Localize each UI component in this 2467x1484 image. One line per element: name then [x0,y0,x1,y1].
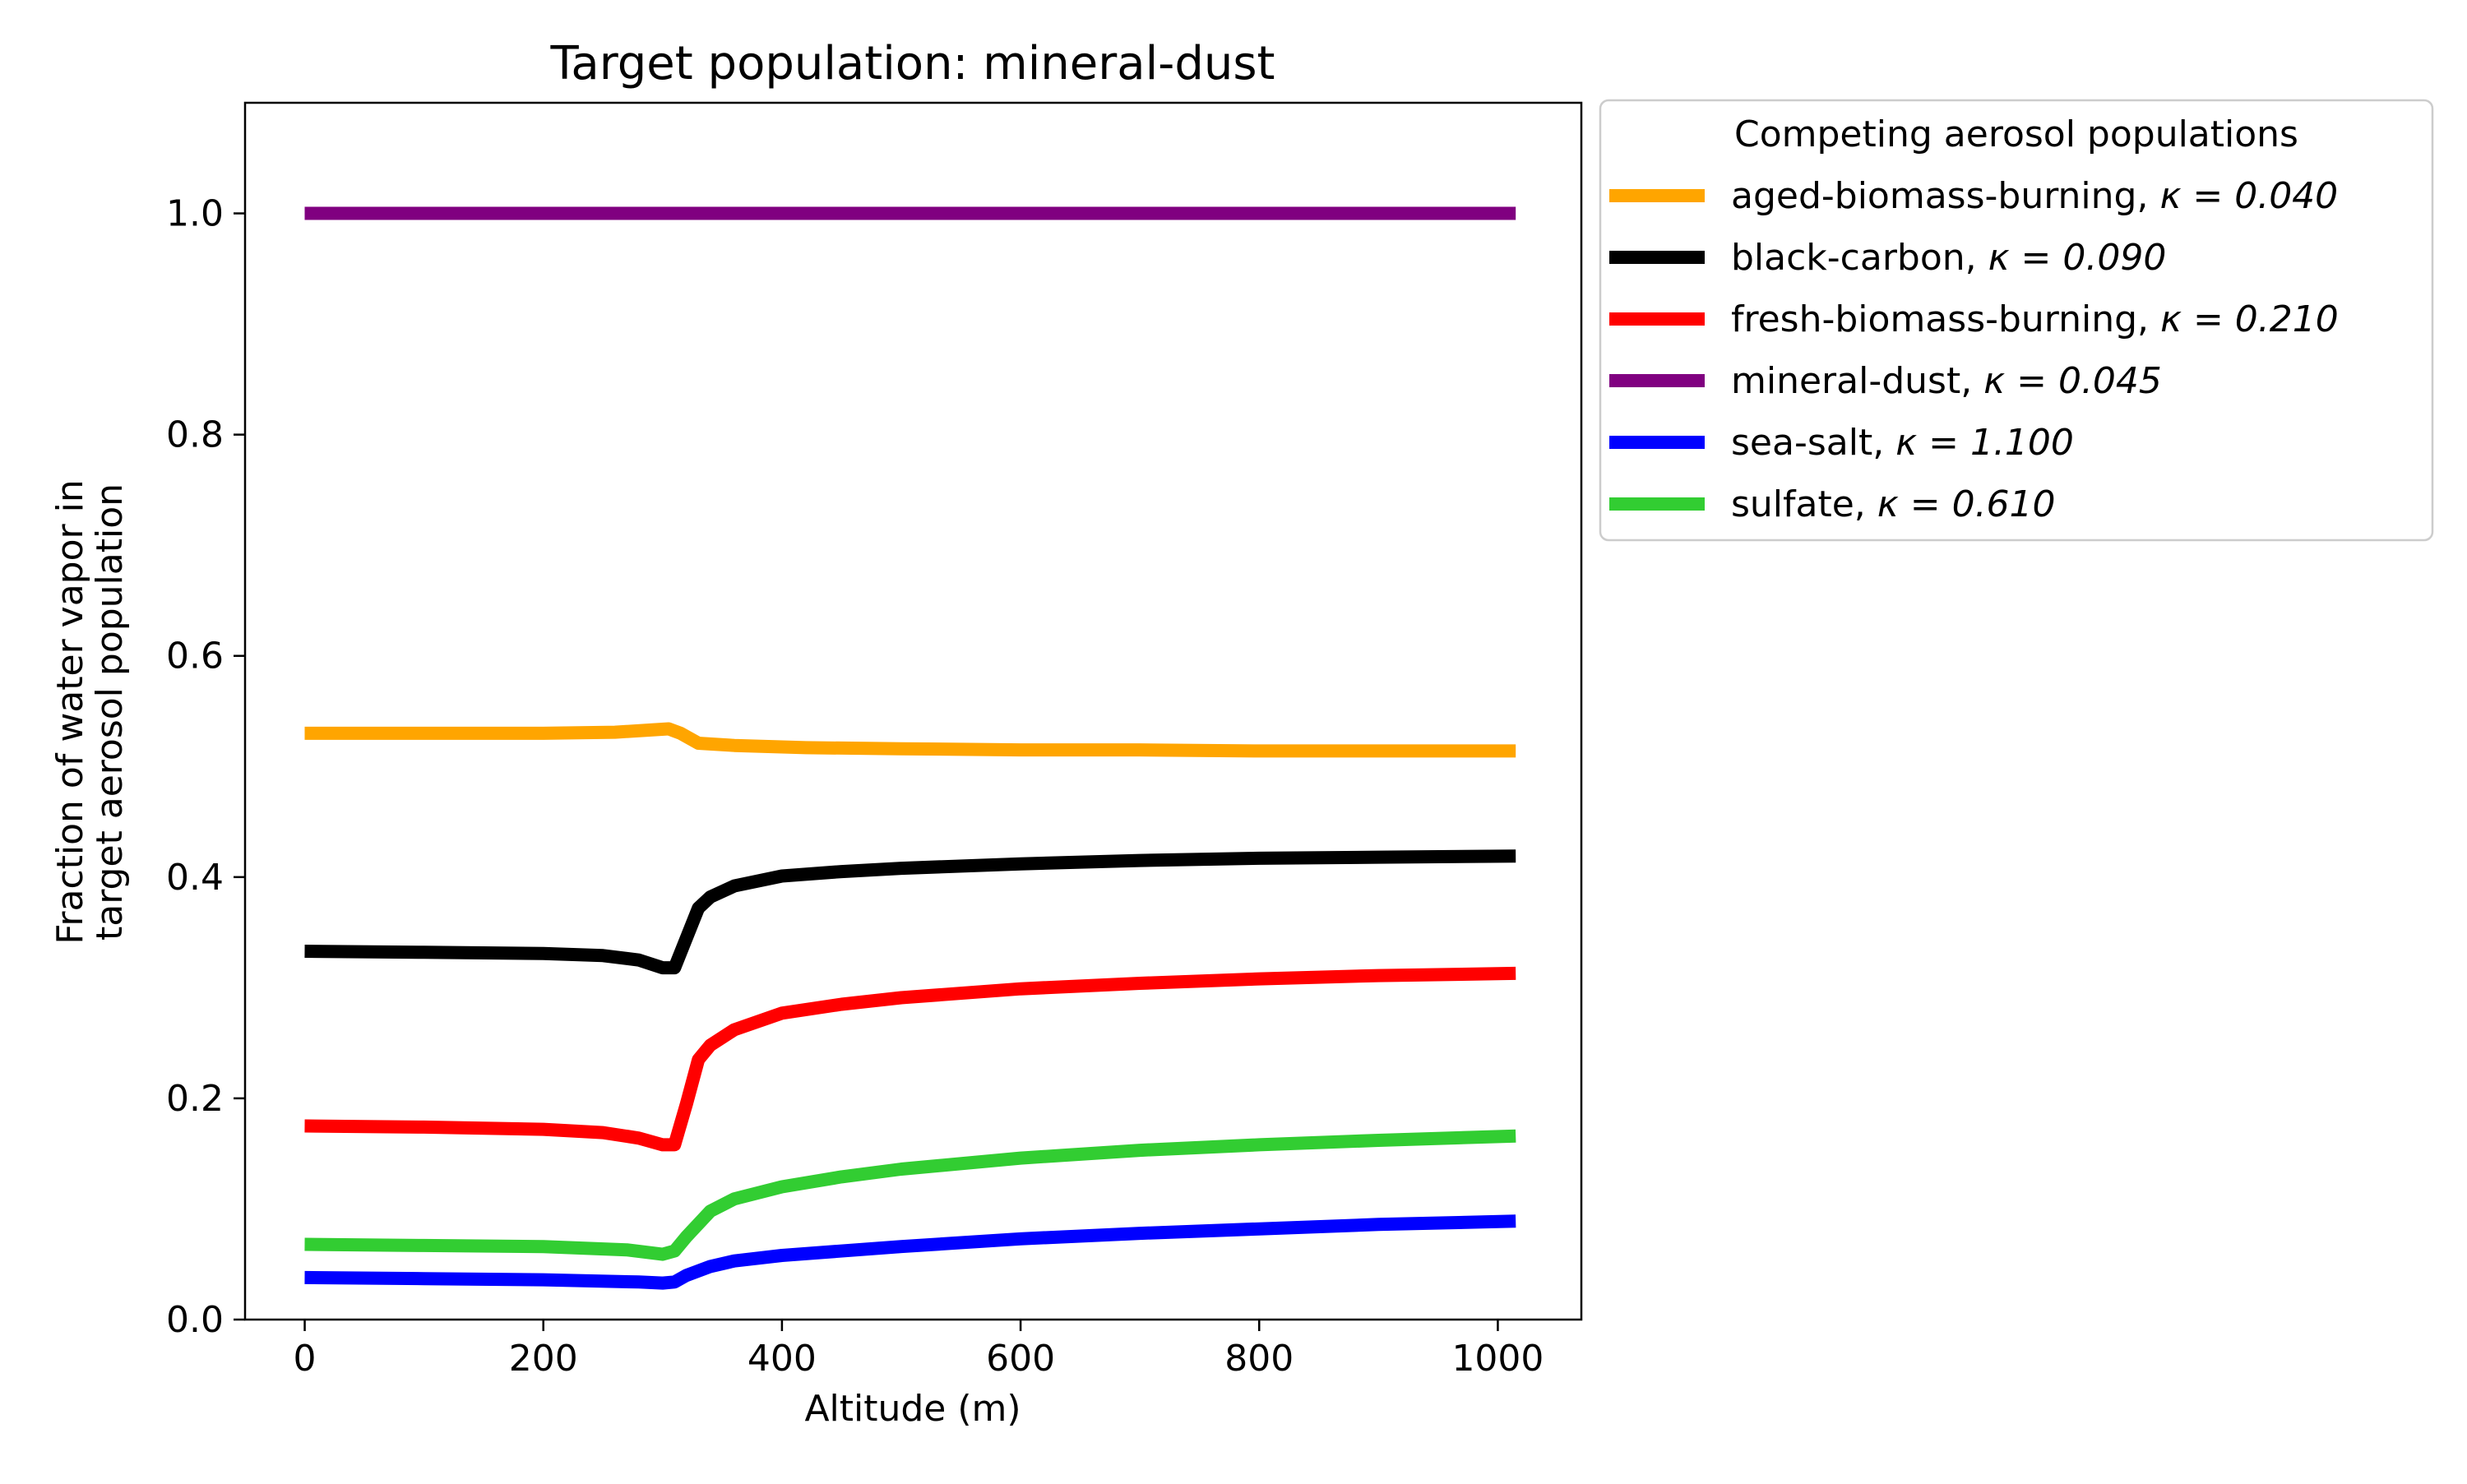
y-tick-label: 0.8 [166,414,224,456]
legend-entry-label: fresh-biomass-burning, κ = 0.210 [1731,298,2339,340]
y-axis-label-line-2: target aerosol population [89,483,131,941]
legend-frame [1599,99,2434,542]
chart-title: Target population: mineral-dust [549,37,1275,90]
legend-title: Competing aerosol populations [1734,113,2298,155]
x-tick-label: 600 [986,1338,1055,1380]
y-tick-label: 0.2 [166,1078,224,1120]
legend-entry-label: sea-salt, κ = 1.100 [1731,422,2074,464]
y-axis-label-line-1: Fraction of water vapor in [49,479,91,944]
series-layer [304,206,1516,1290]
series-line-0 [304,722,1516,758]
x-axis-label: Altitude (m) [804,1388,1021,1430]
legend-entry-label: sulfate, κ = 0.610 [1731,483,2056,525]
legend-entry-label: black-carbon, κ = 0.090 [1731,237,2166,279]
series-line-2 [304,966,1516,1152]
series-line-5 [304,1129,1516,1261]
x-axis: 0 200 400 600 800 1000 [294,1320,1544,1380]
legend: Competing aerosol populations aged-bioma… [1599,99,2434,542]
x-tick-label: 400 [748,1338,817,1380]
y-tick-label: 0.6 [166,636,224,677]
y-tick-label: 0.0 [166,1299,224,1341]
series-line-4 [304,1214,1516,1290]
legend-items: aged-biomass-burning, κ = 0.040 black-car… [1609,175,2339,525]
y-tick-label: 1.0 [166,193,224,235]
x-tick-label: 200 [509,1338,578,1380]
x-tick-label: 0 [294,1338,317,1380]
x-tick-label: 800 [1224,1338,1294,1380]
legend-entry-label: mineral-dust, κ = 0.045 [1731,360,2162,402]
y-tick-label: 0.4 [166,857,224,899]
series-line-1 [304,849,1516,975]
y-axis-label: Fraction of water vapor in target aeroso… [49,479,131,944]
y-axis: 0.0 0.2 0.4 0.6 0.8 1.0 [166,193,245,1341]
x-tick-label: 1000 [1451,1338,1544,1380]
plot-area-frame [243,101,1583,1321]
legend-entry-label: aged-biomass-burning, κ = 0.040 [1731,175,2338,217]
